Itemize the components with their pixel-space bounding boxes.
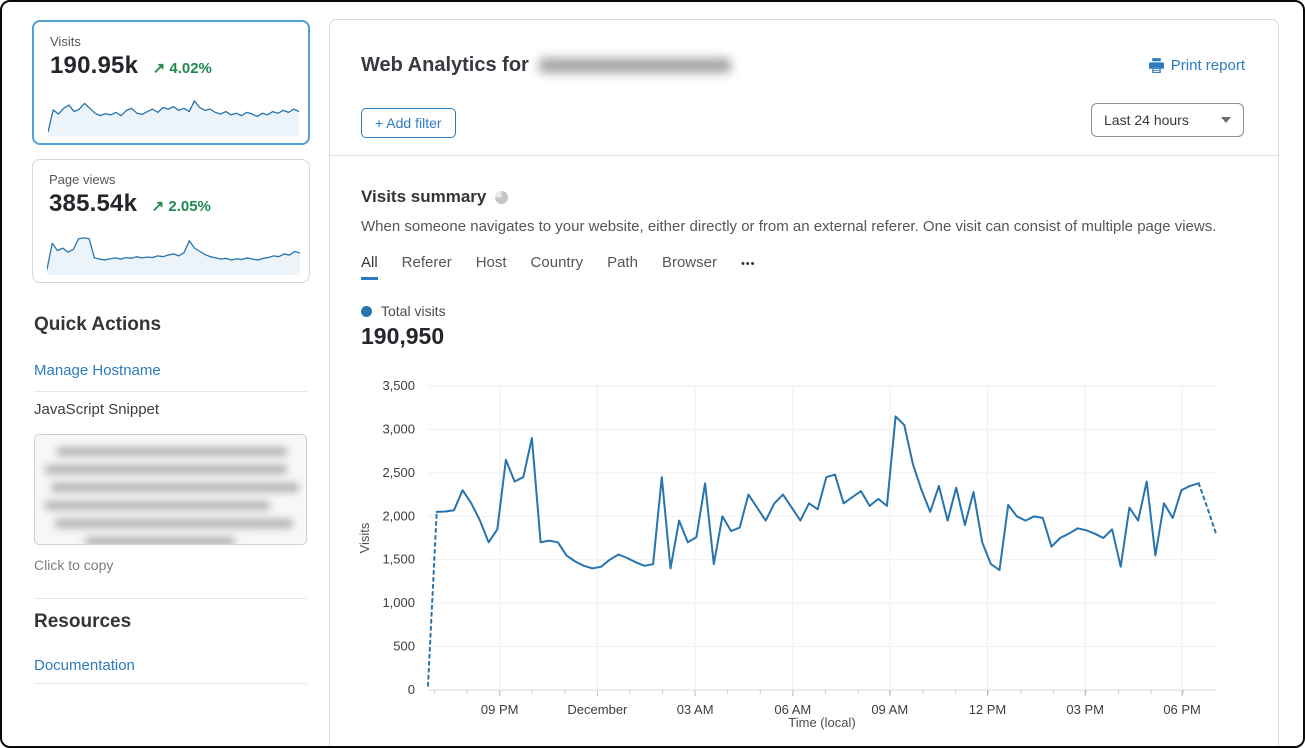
metric-value: 385.54k (49, 190, 138, 217)
dimension-tabs: All Referer Host Country Path Browser ••… (361, 254, 756, 280)
documentation-link[interactable]: Documentation (34, 657, 135, 674)
svg-text:0: 0 (408, 682, 415, 697)
svg-text:500: 500 (393, 639, 415, 654)
svg-text:12 PM: 12 PM (969, 702, 1007, 717)
visits-sparkline-chart (48, 88, 299, 136)
metric-value: 190.95k (50, 52, 139, 79)
total-visits-line-chart[interactable]: 0 500 1,000 1,500 2,000 2,500 3,000 3,500 09 PM D… (343, 375, 1253, 739)
sidebar-divider (34, 683, 307, 684)
visits-summary-description: When someone navigates to your website, … (361, 218, 1217, 235)
svg-text:09 PM: 09 PM (481, 702, 519, 717)
redacted-domain (538, 58, 731, 73)
manage-hostname-link[interactable]: Manage Hostname (34, 362, 161, 379)
analytics-main-panel: Web Analytics for Print report + Add fil… (329, 19, 1279, 746)
trend-up-arrow-icon: ↗ (152, 60, 166, 77)
sidebar-divider (34, 391, 307, 392)
tab-country[interactable]: Country (530, 254, 584, 271)
svg-text:06 PM: 06 PM (1163, 702, 1201, 717)
resources-heading: Resources (34, 611, 132, 632)
svg-text:3,000: 3,000 (382, 421, 415, 436)
svg-text:December: December (567, 702, 628, 717)
svg-text:2,000: 2,000 (382, 508, 415, 523)
tab-browser[interactable]: Browser (661, 254, 717, 271)
trend-percent: 4.02% (169, 60, 212, 77)
x-axis-title: Time (local) (788, 715, 855, 730)
tab-path[interactable]: Path (607, 254, 638, 271)
page-title: Web Analytics for (361, 54, 529, 76)
sidebar-divider (34, 598, 307, 599)
metric-label: Visits (50, 34, 81, 49)
trend-up-badge: ↗ 4.02% (153, 60, 212, 77)
svg-text:1,000: 1,000 (382, 595, 415, 610)
print-report-label: Print report (1170, 57, 1245, 74)
javascript-snippet-label: JavaScript Snippet (34, 401, 160, 418)
trend-up-badge: ↗ 2.05% (152, 198, 211, 215)
svg-text:3,500: 3,500 (382, 378, 415, 393)
redacted-snippet (45, 447, 299, 544)
metric-card-visits[interactable]: Visits 190.95k ↗ 4.02% (32, 20, 310, 145)
visits-summary-title: Visits summary (361, 187, 487, 206)
print-report-button[interactable]: Print report (1148, 57, 1245, 74)
metric-label: Page views (49, 172, 116, 187)
more-tabs-icon[interactable]: ••• (740, 258, 756, 270)
trend-percent: 2.05% (168, 198, 211, 215)
tab-referer[interactable]: Referer (401, 254, 452, 271)
header-divider (330, 155, 1278, 156)
svg-text:06 AM: 06 AM (774, 702, 811, 717)
total-visits-value: 190,950 (361, 323, 445, 349)
time-range-value: Last 24 hours (1104, 112, 1189, 128)
svg-text:03 PM: 03 PM (1066, 702, 1104, 717)
pie-chart-help-icon (494, 190, 509, 205)
y-axis-title: Visits (357, 522, 372, 553)
chart-legend: Total visits (361, 303, 446, 319)
legend-label: Total visits (381, 303, 446, 319)
click-to-copy-hint: Click to copy (34, 557, 114, 573)
javascript-snippet-code-box[interactable] (34, 434, 307, 545)
svg-text:03 AM: 03 AM (677, 702, 714, 717)
add-filter-button[interactable]: + Add filter (361, 108, 456, 138)
svg-text:1,500: 1,500 (382, 552, 415, 567)
tab-all[interactable]: All (361, 254, 378, 280)
legend-dot-icon (361, 305, 372, 317)
chevron-down-icon (1221, 117, 1231, 123)
svg-text:09 AM: 09 AM (871, 702, 908, 717)
printer-icon (1148, 57, 1165, 74)
svg-text:2,500: 2,500 (382, 465, 415, 480)
tab-host[interactable]: Host (475, 254, 507, 271)
trend-up-arrow-icon: ↗ (151, 198, 165, 215)
time-range-dropdown[interactable]: Last 24 hours (1091, 103, 1244, 137)
quick-actions-heading: Quick Actions (34, 314, 162, 335)
pageviews-sparkline-chart (47, 227, 300, 275)
metric-card-page-views[interactable]: Page views 385.54k ↗ 2.05% (32, 159, 310, 283)
